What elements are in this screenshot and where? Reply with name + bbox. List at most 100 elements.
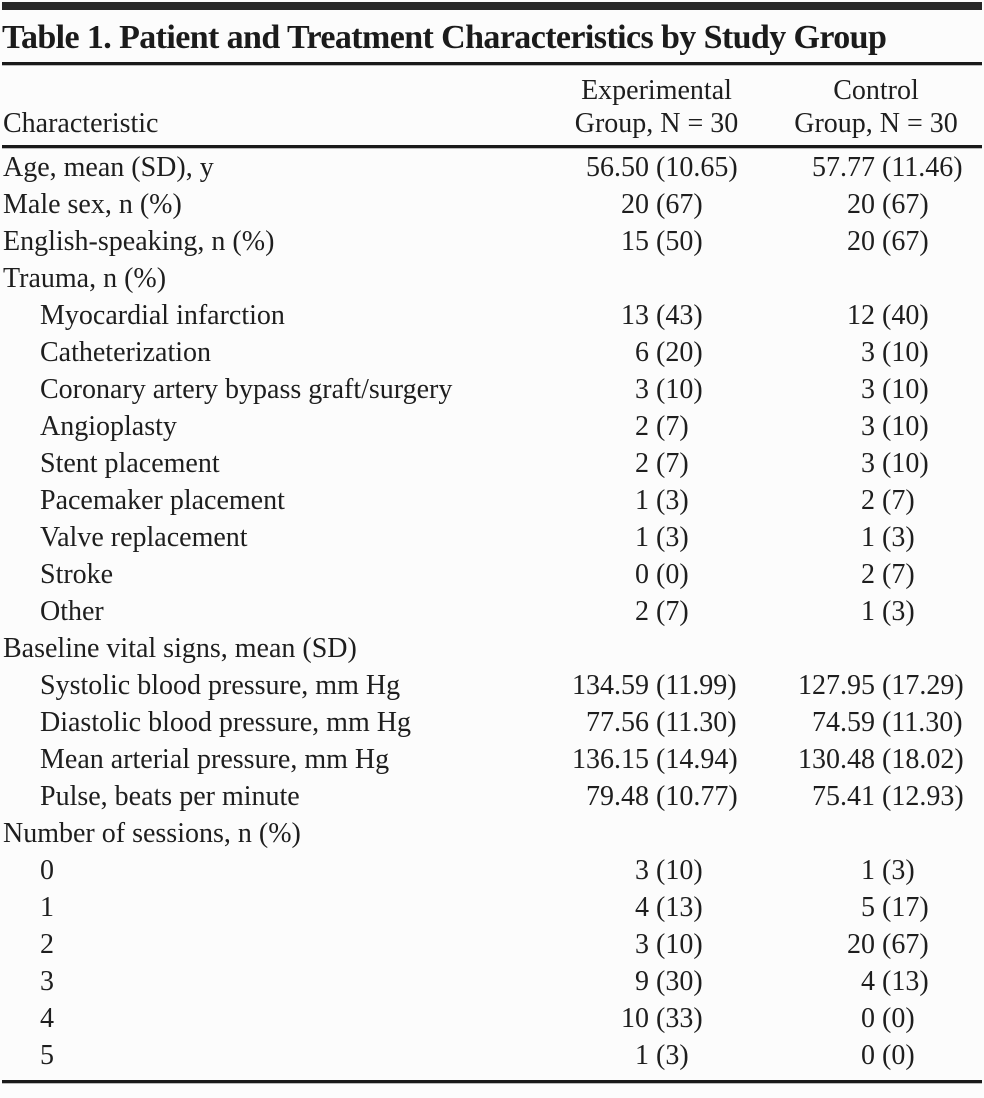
table-row: Angioplasty 2 (7) 3 (10) [0,408,984,445]
experimental-value: 9 (30) [545,963,768,1000]
control-value-number: 0 [861,1040,875,1071]
control-value-number: 0 [861,1003,875,1034]
control-value: 127.95 (17.29) [768,667,984,704]
experimental-value-percent: (3) [656,522,689,553]
control-value: 74.59 (11.30) [768,704,984,741]
table-row: Pacemaker placement 1 (3) 2 (7) [0,482,984,519]
control-value-number: 130.48 [798,744,875,775]
control-value: 5 (17) [768,889,984,926]
control-value-number: 4 [861,966,875,997]
control-value-percent: (10) [882,337,929,368]
control-value-percent: (0) [882,1003,915,1034]
control-value: 12 (40) [768,297,984,334]
control-value-percent: (3) [882,596,915,627]
control-value-number: 20 [847,929,875,960]
control-value-percent: (0) [882,1040,915,1071]
experimental-value-number: 56.50 [586,152,649,183]
row-label: Systolic blood pressure, mm Hg [40,670,401,701]
row-label: Diastolic blood pressure, mm Hg [40,707,411,738]
experimental-value: 15 (50) [545,223,768,260]
control-value-percent: (13) [882,966,929,997]
experimental-value: 1 (3) [545,1037,768,1074]
row-label: Valve replacement [40,522,248,553]
title-rule [2,62,982,66]
experimental-value: 3 (10) [545,371,768,408]
experimental-value: 13 (43) [545,297,768,334]
control-value-percent: (3) [882,522,915,553]
table-row: Coronary artery bypass graft/surgery 3 (10… [0,371,984,408]
table-row: Trauma, n (%) [0,260,984,297]
bottom-rule [2,1080,982,1084]
row-label: Catheterization [40,337,212,368]
experimental-value-percent: (10.65) [656,152,738,183]
control-value-percent: (17.29) [882,670,964,701]
control-value-percent: (17) [882,892,929,923]
experimental-value-number: 77.56 [586,707,649,738]
control-value-number: 2 [861,485,875,516]
control-value: 2 (7) [768,556,984,593]
row-label: Mean arterial pressure, mm Hg [40,744,390,775]
control-value-number: 20 [847,189,875,220]
control-value-percent: (40) [882,300,929,331]
row-label: Male sex, n (%) [3,189,182,220]
table-row: Baseline vital signs, mean (SD) [0,630,984,667]
experimental-value-number: 136.15 [572,744,649,775]
row-label: 2 [40,929,54,960]
control-value-number: 12 [847,300,875,331]
experimental-value: 3 (10) [545,852,768,889]
table-row: 3 9 (30) 4 (13) [0,963,984,1000]
experimental-value: 20 (67) [545,186,768,223]
table-row: Catheterization 6 (20) 3 (10) [0,334,984,371]
control-value: 0 (0) [768,1037,984,1074]
table-row: Other 2 (7) 1 (3) [0,593,984,630]
table-row: English-speaking, n (%) 15 (50) 20 (67) [0,223,984,260]
experimental-value-number: 2 [635,448,649,479]
control-value-number: 5 [861,892,875,923]
row-label: Pacemaker placement [40,485,285,516]
control-value-number: 3 [861,448,875,479]
control-value-percent: (67) [882,189,929,220]
experimental-value-number: 4 [635,892,649,923]
row-label: English-speaking, n (%) [3,226,275,257]
row-label: Stroke [40,559,114,590]
experimental-value: 77.56 (11.30) [545,704,768,741]
experimental-value-percent: (3) [656,485,689,516]
experimental-value-percent: (20) [656,337,703,368]
control-value-number: 20 [847,226,875,257]
experimental-value-percent: (50) [656,226,703,257]
control-value-number: 1 [861,522,875,553]
experimental-value: 134.59 (11.99) [545,667,768,704]
control-value-percent: (10) [882,411,929,442]
table-row: Diastolic blood pressure, mm Hg 77.56 (11.… [0,704,984,741]
control-value: 3 (10) [768,445,984,482]
experimental-value-percent: (43) [656,300,703,331]
experimental-value: 4 (13) [545,889,768,926]
table-row: 5 1 (3) 0 (0) [0,1037,984,1074]
control-value-number: 127.95 [798,670,875,701]
row-label: Age, mean (SD), y [3,152,214,183]
table-body: Age, mean (SD), y 56.50 (10.65) 57.77 (11.46… [0,149,984,1074]
experimental-value-percent: (7) [656,596,689,627]
table-row: Mean arterial pressure, mm Hg 136.15 (14.9… [0,741,984,778]
experimental-value-number: 9 [635,966,649,997]
experimental-value-number: 2 [635,411,649,442]
table-row: Pulse, beats per minute 79.48 (10.77) 75.41… [0,778,984,815]
experimental-value-percent: (10) [656,855,703,886]
experimental-value-number: 3 [635,929,649,960]
table-header: Characteristic Experimental Group, N = 3… [0,66,984,145]
experimental-value: 136.15 (14.94) [545,741,768,778]
experimental-value: 2 (7) [545,445,768,482]
header-rule [2,145,982,149]
row-label: Number of sessions, n (%) [3,818,301,849]
experimental-value: 6 (20) [545,334,768,371]
experimental-value [545,815,768,852]
experimental-value: 1 (3) [545,519,768,556]
table-row: Male sex, n (%) 20 (67) 20 (67) [0,186,984,223]
control-value: 130.48 (18.02) [768,741,984,778]
experimental-value-percent: (10) [656,374,703,405]
column-header-experimental: Experimental Group, N = 30 [545,74,768,140]
experimental-value-number: 20 [621,189,649,220]
table-title: Table 1. Patient and Treatment Character… [2,19,887,56]
control-value [768,630,984,667]
experimental-value-number: 10 [621,1003,649,1034]
